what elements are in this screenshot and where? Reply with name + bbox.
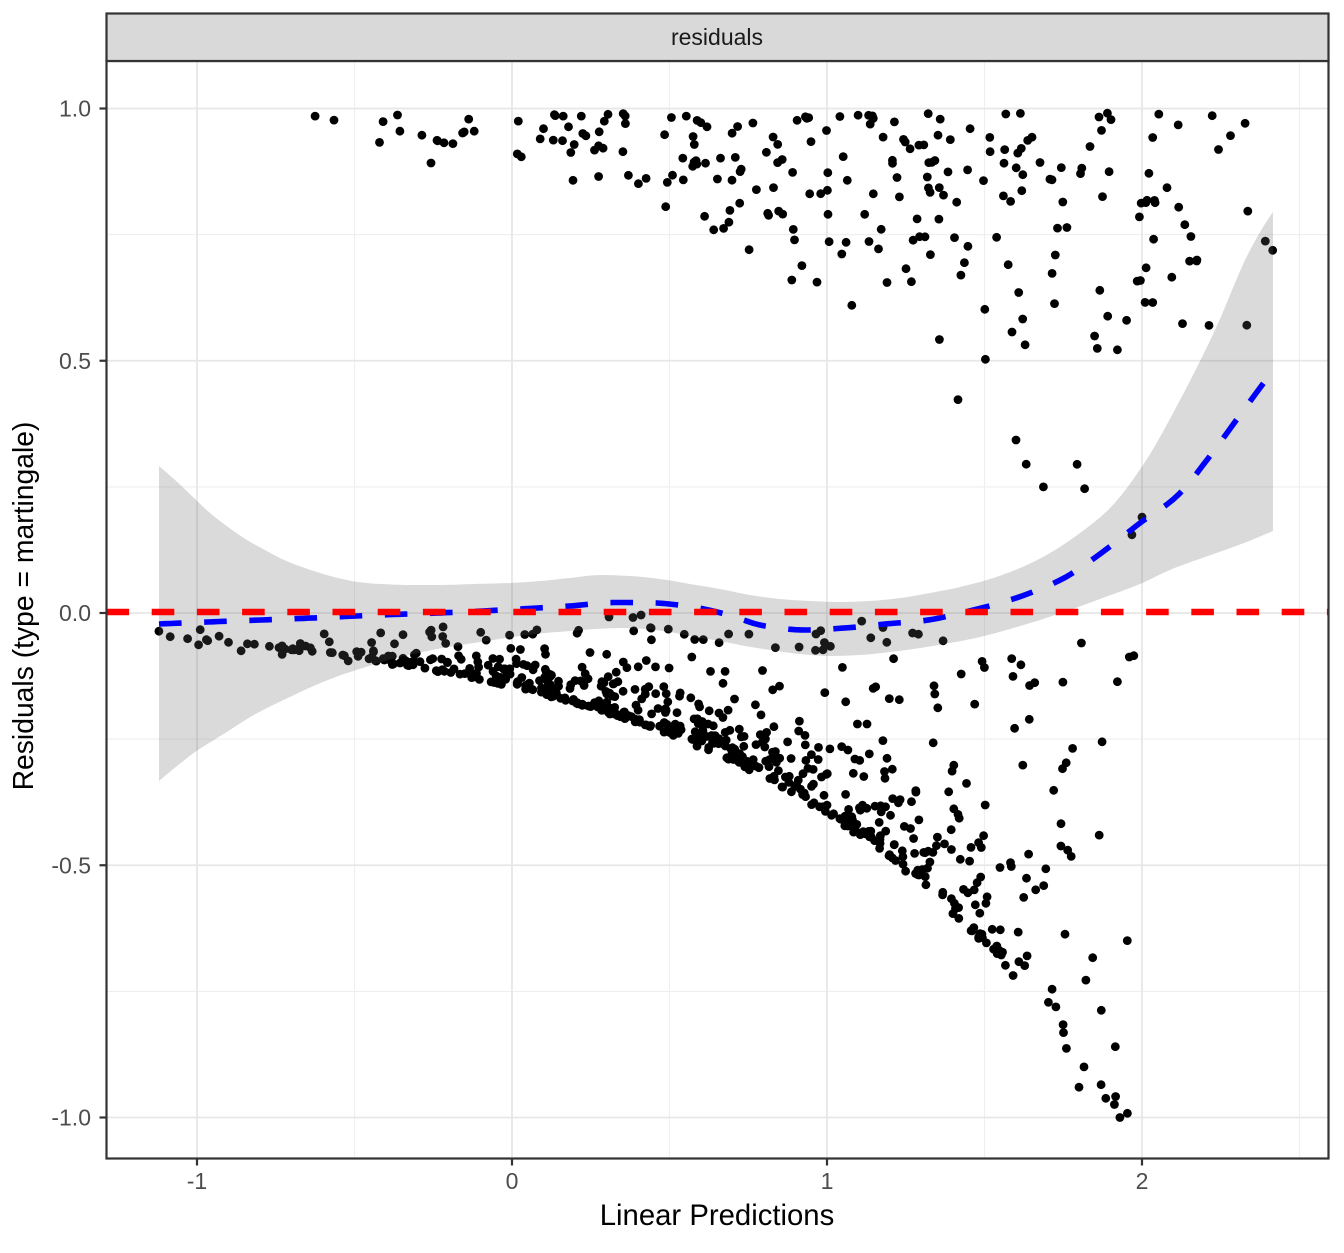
svg-text:0.5: 0.5 <box>59 348 91 374</box>
svg-text:2: 2 <box>1136 1168 1149 1194</box>
svg-text:-0.5: -0.5 <box>51 852 91 878</box>
svg-text:residuals: residuals <box>671 24 763 50</box>
svg-text:0.0: 0.0 <box>59 600 91 626</box>
svg-text:1.0: 1.0 <box>59 96 91 122</box>
svg-text:-1.0: -1.0 <box>51 1105 91 1131</box>
svg-text:Residuals (type = martingale): Residuals (type = martingale) <box>7 422 39 791</box>
svg-text:Linear Predictions: Linear Predictions <box>600 1199 835 1232</box>
svg-text:1: 1 <box>821 1168 834 1194</box>
svg-text:-1: -1 <box>187 1168 207 1194</box>
svg-text:0: 0 <box>506 1168 519 1194</box>
